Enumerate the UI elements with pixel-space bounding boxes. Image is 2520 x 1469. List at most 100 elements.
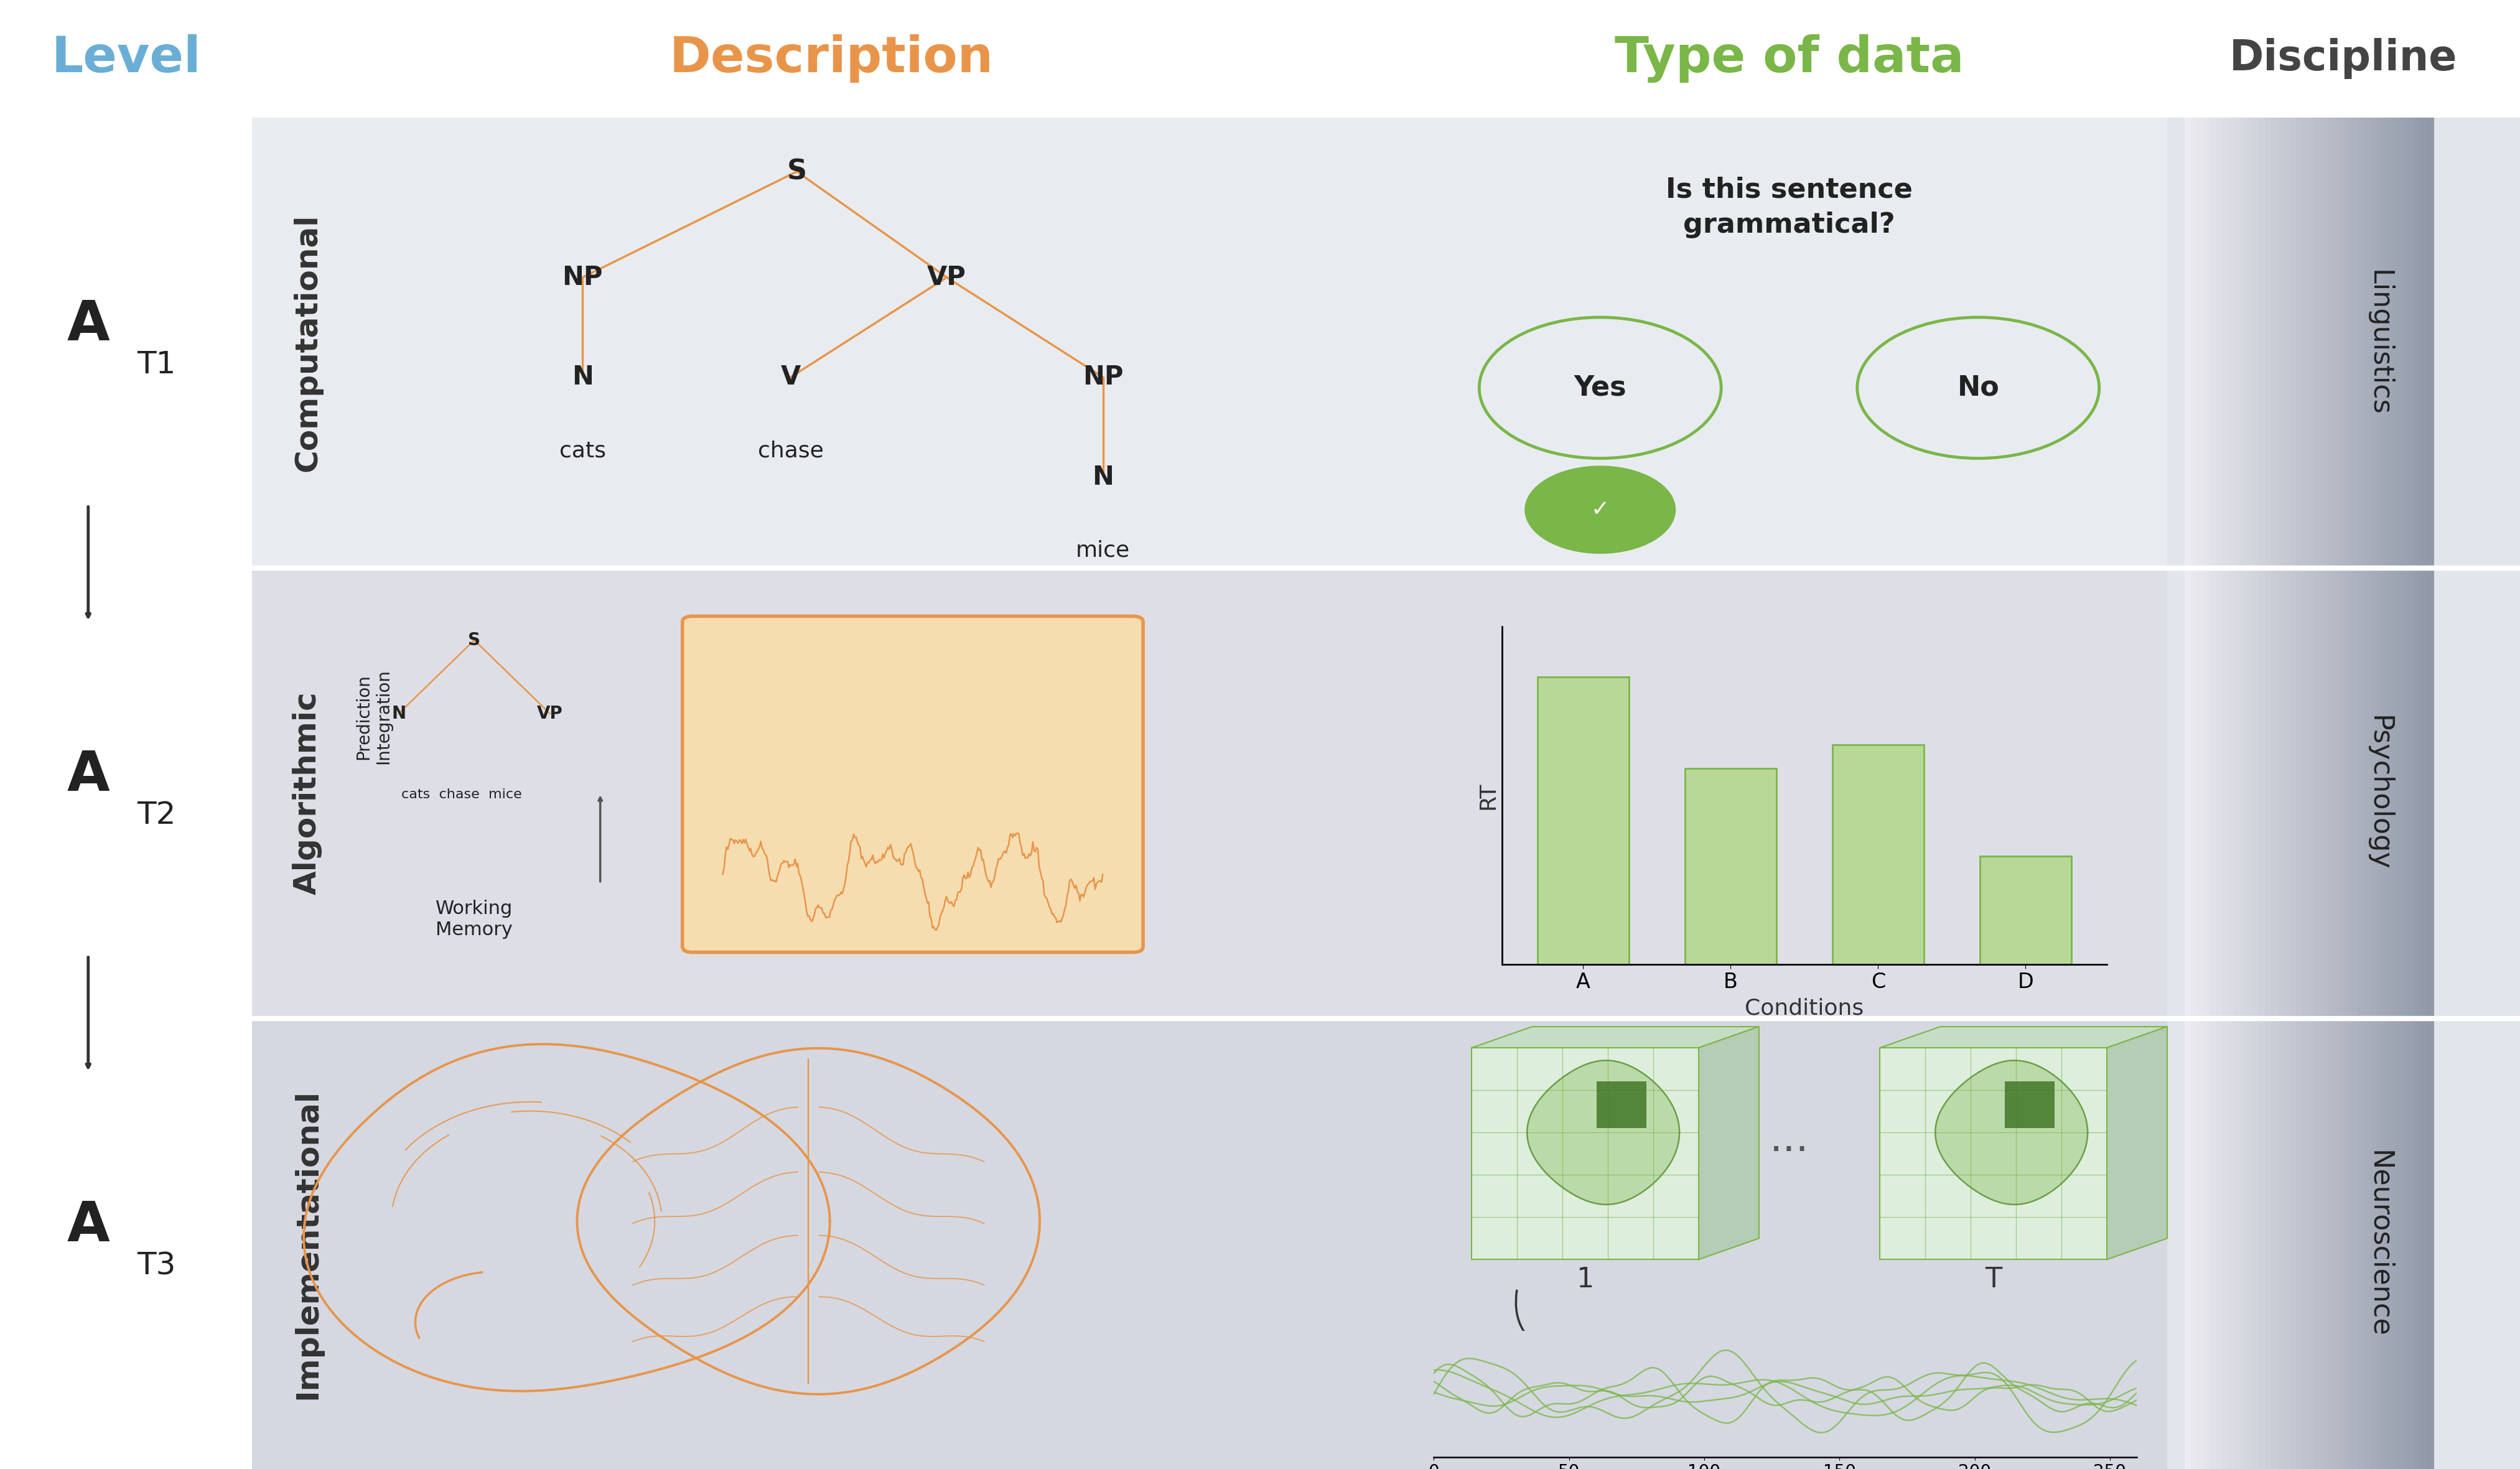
Bar xyxy=(2303,118,2311,1018)
Bar xyxy=(2248,118,2255,1469)
Bar xyxy=(2427,118,2434,569)
Text: Description: Description xyxy=(670,34,993,84)
Bar xyxy=(2371,118,2379,1018)
Bar xyxy=(2197,118,2205,1018)
Bar xyxy=(2308,118,2316,1018)
Text: NP: NP xyxy=(1084,364,1124,391)
Bar xyxy=(2326,118,2336,1469)
Text: cats: cats xyxy=(559,441,605,461)
Bar xyxy=(2258,118,2268,1469)
Bar xyxy=(1981,856,2071,965)
Bar xyxy=(2253,118,2260,1469)
Text: A: A xyxy=(68,1199,108,1253)
Text: VP: VP xyxy=(927,264,965,291)
Bar xyxy=(2427,118,2434,1469)
Text: A: A xyxy=(68,298,108,353)
Text: A: A xyxy=(68,749,108,802)
Bar xyxy=(2402,118,2409,1018)
Bar xyxy=(2265,118,2273,569)
Text: Yes: Yes xyxy=(1575,375,1625,401)
Bar xyxy=(2296,118,2306,1469)
Text: Computational: Computational xyxy=(292,214,323,472)
Bar xyxy=(2291,118,2298,1469)
Bar xyxy=(2419,118,2429,1018)
Bar xyxy=(2313,118,2323,569)
Text: Psychology: Psychology xyxy=(2366,715,2391,871)
Bar xyxy=(2389,118,2397,1469)
Bar xyxy=(2326,118,2336,1018)
Bar xyxy=(2283,118,2293,1469)
Bar xyxy=(2240,118,2250,569)
Bar xyxy=(2326,118,2336,569)
Bar xyxy=(2359,118,2366,1018)
Bar xyxy=(2414,118,2422,569)
Bar xyxy=(2351,118,2361,1018)
Bar xyxy=(2334,118,2341,1018)
Bar xyxy=(2253,118,2260,1018)
Bar xyxy=(2185,118,2192,1018)
Text: T3: T3 xyxy=(136,1252,176,1281)
Text: Implementational: Implementational xyxy=(292,1089,323,1398)
Text: NP: NP xyxy=(562,264,602,291)
Polygon shape xyxy=(1527,1061,1678,1205)
Bar xyxy=(2321,118,2328,569)
Bar xyxy=(2215,118,2225,1469)
Bar xyxy=(252,569,2167,1018)
Bar xyxy=(2283,118,2293,1018)
Bar xyxy=(2359,118,2366,1469)
Bar xyxy=(2240,118,2250,1469)
Bar xyxy=(2253,118,2260,569)
Text: Prediction
Integration: Prediction Integration xyxy=(355,668,393,764)
Bar xyxy=(2271,118,2281,569)
Text: VP: VP xyxy=(537,705,562,723)
Bar xyxy=(2389,118,2397,569)
Bar xyxy=(2296,118,2306,569)
Bar xyxy=(2278,118,2286,1018)
Bar xyxy=(2414,118,2422,1469)
X-axis label: Conditions: Conditions xyxy=(1744,997,1865,1018)
Bar xyxy=(2223,118,2230,1018)
Bar xyxy=(2359,118,2366,569)
Bar xyxy=(2215,118,2225,1018)
Bar xyxy=(1832,745,1923,965)
Bar xyxy=(2202,118,2213,1018)
Bar xyxy=(2346,118,2354,569)
Bar xyxy=(2228,118,2238,1018)
Bar xyxy=(2308,118,2316,569)
Bar xyxy=(2228,118,2238,569)
Bar xyxy=(2334,118,2341,1469)
Bar xyxy=(2235,118,2243,569)
Bar xyxy=(2313,118,2323,1469)
Bar xyxy=(2371,118,2379,1469)
Bar xyxy=(2223,118,2230,1469)
Text: Type of data: Type of data xyxy=(1615,34,1963,84)
Text: V: V xyxy=(781,364,801,391)
Bar xyxy=(1472,1047,1698,1259)
Bar xyxy=(2248,118,2255,1018)
Bar xyxy=(2258,118,2268,1018)
Bar xyxy=(2339,118,2349,1469)
Bar xyxy=(2006,1081,2054,1128)
Bar xyxy=(2394,118,2404,1469)
Text: Neuroscience: Neuroscience xyxy=(2366,1150,2391,1337)
Bar xyxy=(2248,118,2255,569)
Bar xyxy=(2190,118,2200,1469)
Bar xyxy=(0,0,2520,118)
Bar xyxy=(2265,118,2273,1018)
Bar xyxy=(2167,118,2520,1469)
Bar xyxy=(2185,118,2192,569)
Bar xyxy=(2321,118,2328,1469)
Bar xyxy=(2223,118,2230,569)
Bar xyxy=(2202,118,2213,1469)
Bar xyxy=(2339,118,2349,569)
Bar xyxy=(2407,118,2417,1469)
Text: 1: 1 xyxy=(1578,1266,1593,1293)
Bar xyxy=(2291,118,2298,1018)
Bar xyxy=(2190,118,2200,1018)
Text: N: N xyxy=(1091,464,1114,491)
Text: S: S xyxy=(469,632,481,649)
Bar xyxy=(2321,118,2328,1018)
Bar xyxy=(2265,118,2273,1469)
Text: Discipline: Discipline xyxy=(2230,38,2457,79)
Bar xyxy=(2376,118,2384,1018)
